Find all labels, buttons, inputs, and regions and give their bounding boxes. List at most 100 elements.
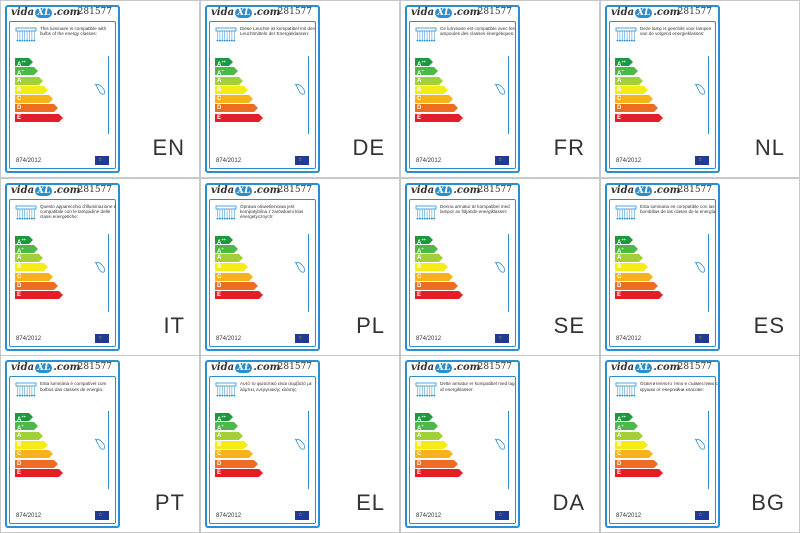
label-description: Ce luminaire est compatible avec les amp…	[440, 26, 515, 37]
brand-mark: XL	[635, 185, 653, 196]
class-plus: +	[221, 245, 224, 251]
label-body: Oprawa oświetleniowa jest kompatybilna z…	[209, 198, 316, 347]
language-code: EN	[152, 135, 185, 160]
eu-stars-icon: ☆	[698, 334, 703, 341]
class-range-bracket	[702, 56, 709, 134]
energy-class-bar: D	[15, 459, 58, 468]
lightbulb-icon	[294, 438, 306, 450]
eu-stars-icon: ☆	[698, 157, 703, 163]
eu-flag-icon: ☆	[95, 156, 109, 165]
energy-class-bar: C	[15, 450, 53, 459]
energy-label-card: vida XL .com 281577 Questo apparecchio d'ill…	[5, 182, 120, 351]
class-plus: +	[221, 423, 224, 429]
energy-class-bar: A+	[615, 422, 638, 432]
energy-class-bar: C	[415, 450, 453, 459]
energy-class-bar: C	[615, 450, 653, 459]
label-body: Deze lamp is geschikt voor lampen van de…	[609, 21, 716, 169]
eu-flag-icon: ☆	[295, 333, 309, 343]
eu-flag-icon: ☆	[95, 333, 109, 343]
eu-flag-icon: ☆	[695, 156, 709, 165]
energy-class-bar: D	[215, 104, 258, 113]
energy-class-bar: B	[415, 263, 448, 272]
class-plus: +	[621, 245, 624, 251]
brand-suffix: .com	[453, 362, 481, 374]
energy-class-bar: E	[615, 291, 663, 300]
product-code: 281577	[77, 184, 112, 195]
chandelier-icon	[15, 382, 37, 397]
label-description: Questo apparecchio d'illuminazione è com…	[40, 203, 117, 220]
brand-mark: XL	[235, 8, 253, 18]
energy-class-bar: C	[215, 95, 253, 104]
class-plus: +	[21, 423, 24, 429]
energy-class-bar: A+	[215, 67, 238, 77]
class-range-bracket	[102, 233, 109, 312]
energy-class-scale: A++ A+ A B C D E	[15, 235, 85, 301]
class-plus: +	[21, 68, 24, 74]
energy-class-scale: A++ A+ A B C D E	[215, 235, 285, 301]
brand-mark: XL	[435, 185, 453, 196]
energy-class-bar: E	[415, 468, 463, 477]
label-description: Esta luminária é compatível com bulbos d…	[40, 381, 107, 392]
brand-logo: vida XL .com	[11, 362, 80, 374]
energy-class-bar: D	[615, 282, 658, 291]
energy-class-bar: C	[615, 95, 653, 104]
class-range-bracket	[702, 233, 709, 312]
energy-class-bar: E	[615, 468, 663, 477]
energy-class-bar: E	[215, 291, 263, 300]
lightbulb-icon	[494, 261, 506, 273]
energy-class-bar: A+	[415, 67, 438, 77]
label-description: Denna armatur är kompatibel med lampor a…	[440, 203, 510, 214]
energy-class-scale: A++ A+ A B C D E	[615, 413, 685, 478]
regulation-number: 874/2012	[416, 335, 442, 342]
class-plus: ++	[621, 236, 627, 242]
energy-class-bar: A+	[615, 67, 638, 77]
energy-class-scale: A++ A+ A B C D E	[415, 58, 485, 123]
brand-mark: XL	[35, 363, 53, 374]
regulation-number: 874/2012	[16, 335, 42, 342]
brand-mark: XL	[635, 8, 653, 18]
energy-class-bar: C	[415, 95, 453, 104]
class-plus: ++	[621, 59, 627, 64]
energy-class-bar: A	[415, 76, 443, 85]
regulation-number: 874/2012	[416, 158, 442, 164]
chandelier-icon	[215, 27, 237, 42]
label-cell-bg: vida XL .com 281577 Осветителното тяло е съв…	[600, 355, 800, 533]
class-plus: ++	[21, 59, 27, 64]
product-code: 281577	[677, 7, 712, 17]
energy-class-bar: A	[615, 254, 643, 263]
brand-suffix: .com	[453, 7, 481, 18]
class-plus: ++	[421, 414, 427, 420]
product-code: 281577	[77, 362, 112, 373]
lightbulb-icon	[294, 83, 306, 95]
product-code: 281577	[277, 362, 312, 373]
product-code: 281577	[277, 184, 312, 195]
energy-class-bar: A++	[215, 413, 233, 423]
brand-logo: vida XL .com	[411, 362, 481, 374]
energy-class-scale: A++ A+ A B C D E	[15, 413, 85, 478]
brand-suffix: .com	[453, 184, 481, 196]
energy-class-bar: B	[615, 85, 648, 94]
class-range-bracket	[302, 56, 309, 134]
product-code: 281577	[477, 362, 512, 373]
regulation-number: 874/2012	[616, 335, 642, 342]
chandelier-icon	[215, 205, 237, 220]
energy-class-bar: A++	[415, 235, 433, 246]
regulation-number: 874/2012	[416, 513, 442, 520]
eu-flag-icon: ☆	[495, 511, 509, 521]
class-plus: +	[621, 68, 624, 74]
class-plus: +	[221, 68, 224, 74]
energy-class-scale: A++ A+ A B C D E	[215, 58, 285, 123]
energy-class-bar: B	[15, 441, 48, 450]
energy-label-card: vida XL .com 281577 This luminaire is compat…	[5, 5, 120, 173]
energy-label-card: vida XL .com 281577 Deze lamp is geschikt vo…	[605, 5, 720, 173]
chandelier-icon	[215, 382, 237, 397]
brand-suffix: .com	[53, 7, 81, 18]
energy-class-bar: A++	[615, 58, 633, 68]
energy-class-bar: E	[15, 113, 63, 122]
energy-class-bar: A+	[615, 244, 638, 255]
label-body: Esta luminária é compatível com bulbos d…	[9, 376, 116, 525]
energy-class-bar: C	[15, 272, 53, 281]
brand-mark: XL	[235, 185, 253, 196]
chandelier-icon	[415, 382, 437, 397]
